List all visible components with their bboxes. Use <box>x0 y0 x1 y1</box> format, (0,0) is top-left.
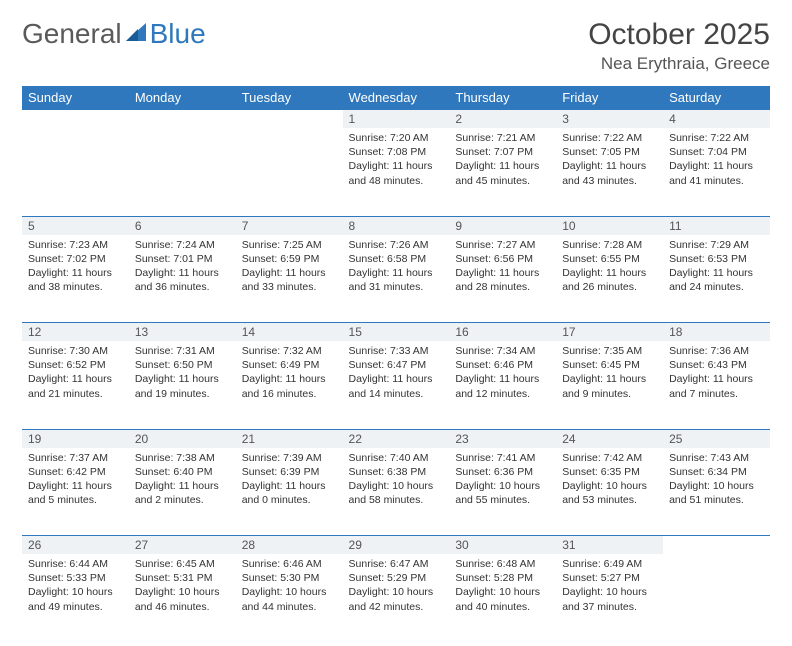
day-number: 3 <box>556 110 663 129</box>
day-cell: Sunrise: 7:35 AMSunset: 6:45 PMDaylight:… <box>556 341 663 429</box>
day-number: 27 <box>129 536 236 555</box>
calendar-table: Sunday Monday Tuesday Wednesday Thursday… <box>22 86 770 109</box>
day-number: 17 <box>556 323 663 342</box>
day-number: 22 <box>343 429 450 448</box>
day-cell: Sunrise: 7:23 AMSunset: 7:02 PMDaylight:… <box>22 235 129 323</box>
day-header: Monday <box>129 86 236 109</box>
day-cell: Sunrise: 7:33 AMSunset: 6:47 PMDaylight:… <box>343 341 450 429</box>
day-number: 25 <box>663 429 770 448</box>
day-number: 13 <box>129 323 236 342</box>
day-number-row: 12131415161718 <box>22 323 770 342</box>
day-cell: Sunrise: 7:38 AMSunset: 6:40 PMDaylight:… <box>129 448 236 536</box>
title-block: October 2025 Nea Erythraia, Greece <box>588 18 770 74</box>
logo: General Blue <box>22 18 206 50</box>
day-number: 4 <box>663 110 770 129</box>
day-number: 19 <box>22 429 129 448</box>
day-cell: Sunrise: 7:34 AMSunset: 6:46 PMDaylight:… <box>449 341 556 429</box>
month-title: October 2025 <box>588 18 770 52</box>
day-number: 21 <box>236 429 343 448</box>
day-cell <box>129 128 236 216</box>
day-cell: Sunrise: 7:37 AMSunset: 6:42 PMDaylight:… <box>22 448 129 536</box>
day-content-row: Sunrise: 7:30 AMSunset: 6:52 PMDaylight:… <box>22 341 770 429</box>
day-header-row: Sunday Monday Tuesday Wednesday Thursday… <box>22 86 770 109</box>
day-cell: Sunrise: 7:32 AMSunset: 6:49 PMDaylight:… <box>236 341 343 429</box>
day-cell: Sunrise: 6:44 AMSunset: 5:33 PMDaylight:… <box>22 554 129 628</box>
day-header: Tuesday <box>236 86 343 109</box>
day-number: 28 <box>236 536 343 555</box>
day-content-row: Sunrise: 7:37 AMSunset: 6:42 PMDaylight:… <box>22 448 770 536</box>
day-cell: Sunrise: 7:36 AMSunset: 6:43 PMDaylight:… <box>663 341 770 429</box>
logo-text-2: Blue <box>150 18 206 50</box>
day-cell: Sunrise: 7:42 AMSunset: 6:35 PMDaylight:… <box>556 448 663 536</box>
day-number: 30 <box>449 536 556 555</box>
day-header: Thursday <box>449 86 556 109</box>
day-number: 29 <box>343 536 450 555</box>
calendar-body: 1234Sunrise: 7:20 AMSunset: 7:08 PMDayli… <box>22 109 770 628</box>
day-number: 14 <box>236 323 343 342</box>
day-number: 7 <box>236 216 343 235</box>
day-number: 31 <box>556 536 663 555</box>
day-cell: Sunrise: 7:26 AMSunset: 6:58 PMDaylight:… <box>343 235 450 323</box>
day-number: 15 <box>343 323 450 342</box>
day-content-row: Sunrise: 6:44 AMSunset: 5:33 PMDaylight:… <box>22 554 770 628</box>
day-number: 10 <box>556 216 663 235</box>
day-cell: Sunrise: 6:46 AMSunset: 5:30 PMDaylight:… <box>236 554 343 628</box>
day-cell <box>663 554 770 628</box>
page-header: General Blue October 2025 Nea Erythraia,… <box>22 18 770 74</box>
day-number: 2 <box>449 110 556 129</box>
day-cell: Sunrise: 7:21 AMSunset: 7:07 PMDaylight:… <box>449 128 556 216</box>
day-cell: Sunrise: 7:31 AMSunset: 6:50 PMDaylight:… <box>129 341 236 429</box>
day-header: Saturday <box>663 86 770 109</box>
logo-text-1: General <box>22 18 122 50</box>
day-number <box>663 536 770 555</box>
day-cell: Sunrise: 7:30 AMSunset: 6:52 PMDaylight:… <box>22 341 129 429</box>
day-cell: Sunrise: 7:22 AMSunset: 7:04 PMDaylight:… <box>663 128 770 216</box>
day-number: 12 <box>22 323 129 342</box>
logo-sail-icon <box>124 21 148 43</box>
day-cell: Sunrise: 7:27 AMSunset: 6:56 PMDaylight:… <box>449 235 556 323</box>
day-header: Sunday <box>22 86 129 109</box>
day-number: 6 <box>129 216 236 235</box>
day-number: 24 <box>556 429 663 448</box>
day-number <box>236 110 343 129</box>
day-cell <box>236 128 343 216</box>
day-cell: Sunrise: 6:49 AMSunset: 5:27 PMDaylight:… <box>556 554 663 628</box>
day-number <box>22 110 129 129</box>
day-cell: Sunrise: 7:22 AMSunset: 7:05 PMDaylight:… <box>556 128 663 216</box>
day-number-row: 1234 <box>22 110 770 129</box>
day-number-row: 262728293031 <box>22 536 770 555</box>
day-number: 8 <box>343 216 450 235</box>
day-cell: Sunrise: 6:47 AMSunset: 5:29 PMDaylight:… <box>343 554 450 628</box>
day-number: 11 <box>663 216 770 235</box>
day-cell <box>22 128 129 216</box>
day-cell: Sunrise: 7:41 AMSunset: 6:36 PMDaylight:… <box>449 448 556 536</box>
day-header: Wednesday <box>343 86 450 109</box>
day-number: 18 <box>663 323 770 342</box>
day-header: Friday <box>556 86 663 109</box>
day-cell: Sunrise: 6:48 AMSunset: 5:28 PMDaylight:… <box>449 554 556 628</box>
day-content-row: Sunrise: 7:23 AMSunset: 7:02 PMDaylight:… <box>22 235 770 323</box>
day-cell: Sunrise: 7:29 AMSunset: 6:53 PMDaylight:… <box>663 235 770 323</box>
day-number: 9 <box>449 216 556 235</box>
day-number-row: 19202122232425 <box>22 429 770 448</box>
day-number: 26 <box>22 536 129 555</box>
day-cell: Sunrise: 7:25 AMSunset: 6:59 PMDaylight:… <box>236 235 343 323</box>
day-cell: Sunrise: 7:40 AMSunset: 6:38 PMDaylight:… <box>343 448 450 536</box>
calendar-page: General Blue October 2025 Nea Erythraia,… <box>0 0 792 646</box>
day-number: 20 <box>129 429 236 448</box>
day-cell: Sunrise: 7:39 AMSunset: 6:39 PMDaylight:… <box>236 448 343 536</box>
day-number <box>129 110 236 129</box>
day-number: 5 <box>22 216 129 235</box>
day-cell: Sunrise: 6:45 AMSunset: 5:31 PMDaylight:… <box>129 554 236 628</box>
day-cell: Sunrise: 7:20 AMSunset: 7:08 PMDaylight:… <box>343 128 450 216</box>
location: Nea Erythraia, Greece <box>588 54 770 74</box>
day-cell: Sunrise: 7:24 AMSunset: 7:01 PMDaylight:… <box>129 235 236 323</box>
day-number: 1 <box>343 110 450 129</box>
day-content-row: Sunrise: 7:20 AMSunset: 7:08 PMDaylight:… <box>22 128 770 216</box>
day-cell: Sunrise: 7:28 AMSunset: 6:55 PMDaylight:… <box>556 235 663 323</box>
day-number: 23 <box>449 429 556 448</box>
day-cell: Sunrise: 7:43 AMSunset: 6:34 PMDaylight:… <box>663 448 770 536</box>
day-number-row: 567891011 <box>22 216 770 235</box>
day-number: 16 <box>449 323 556 342</box>
